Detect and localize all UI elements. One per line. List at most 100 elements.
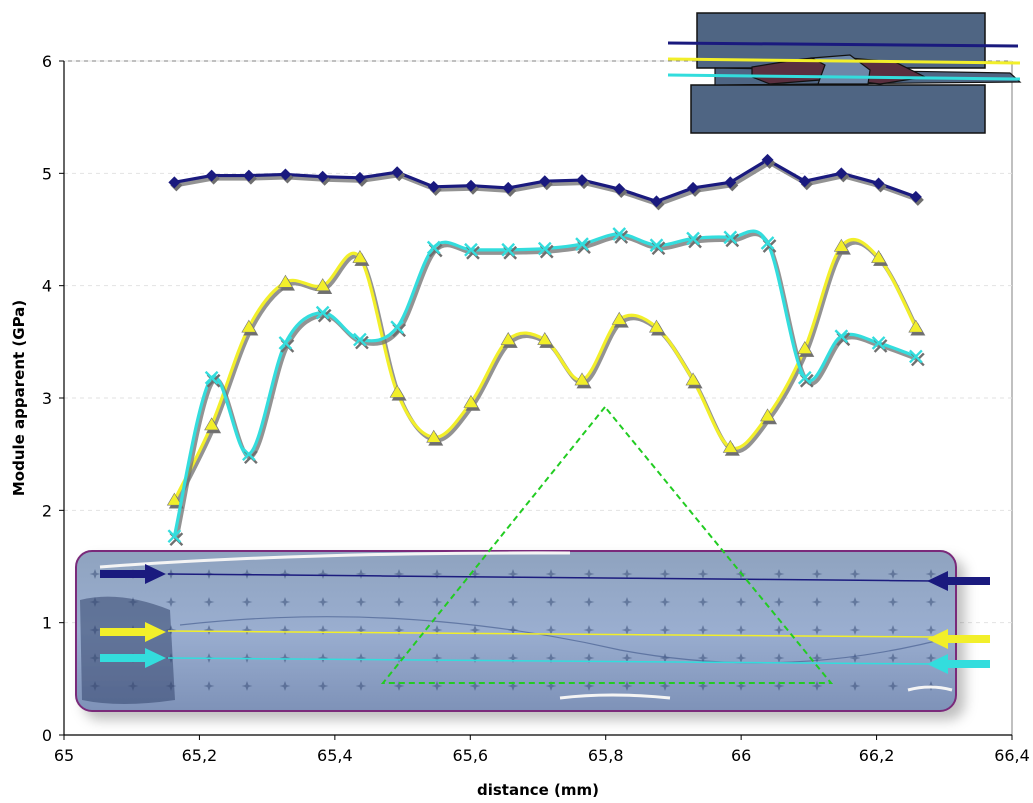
series-2-point-6	[390, 320, 405, 335]
y-tick-label-0: 0	[42, 726, 52, 745]
arrow-navy-right	[927, 571, 990, 591]
series-2-point-5	[353, 332, 367, 347]
series-1-point-16	[760, 408, 776, 422]
series-1-point-1	[204, 417, 220, 431]
series-1-point-2	[241, 319, 257, 333]
photo-crack-3	[907, 685, 953, 692]
series-0-point-20	[909, 190, 922, 203]
series-2-point-9	[501, 242, 516, 257]
series-2-point-15	[723, 230, 738, 245]
schematic-bottom-plate	[690, 84, 986, 134]
series-0-point-17	[798, 175, 811, 188]
y-axis-label: Module apparent (GPa)	[10, 300, 28, 496]
series-1-point-14	[685, 372, 701, 386]
series-0-point-15	[724, 176, 737, 189]
arrow-yellow-left	[100, 622, 166, 642]
series-0-point-18	[835, 167, 848, 180]
series-0-point-4	[316, 170, 329, 183]
photo-line-cyan	[167, 657, 936, 665]
x-tick-label-6: 66,2	[859, 746, 895, 765]
series-2-point-16	[760, 236, 775, 250]
series-0-point-1	[205, 169, 218, 182]
arrow-navy-left	[100, 564, 166, 584]
series-1-point-15	[722, 439, 738, 453]
specimen-schematic	[667, 12, 1022, 134]
x-tick-label-0: 65	[54, 746, 74, 765]
x-tick-label-4: 65,8	[588, 746, 624, 765]
series-2-point-4	[315, 305, 330, 320]
series-2-point-14	[686, 231, 700, 246]
series-1-point-0	[166, 492, 182, 506]
series-2-line	[172, 229, 917, 537]
series-2-point-11	[575, 237, 589, 251]
series-1-point-19	[871, 249, 887, 263]
series-0-point-9	[502, 181, 515, 194]
series-2	[167, 227, 925, 547]
series-2-point-19	[871, 336, 886, 350]
y-tick-label-6: 6	[42, 52, 52, 71]
photo-crack	[99, 551, 571, 569]
data-series	[166, 153, 926, 547]
series-1-point-20	[908, 319, 924, 333]
series-0-point-2	[242, 169, 255, 182]
series-0-point-11	[576, 174, 589, 187]
y-tick-label-3: 3	[42, 389, 52, 408]
series-0-point-8	[464, 179, 477, 192]
series-0-point-19	[872, 177, 885, 190]
series-1-point-7	[426, 429, 442, 443]
series-0	[168, 153, 924, 211]
series-1-point-9	[500, 331, 516, 345]
photo-dark-region-left	[80, 596, 175, 704]
series-0-point-12	[613, 183, 626, 196]
series-0-point-7	[427, 180, 440, 193]
series-1-point-13	[648, 319, 665, 333]
series-0-point-3	[279, 168, 292, 181]
series-2-point-10	[537, 241, 552, 256]
series-2-point-1	[204, 370, 219, 385]
schematic-line-navy	[667, 41, 1019, 48]
x-tick-label-2: 65,4	[317, 746, 353, 765]
series-1-point-4	[315, 278, 331, 291]
series-2-point-3	[278, 336, 293, 350]
axes	[59, 60, 1013, 740]
arrow-cyan-left	[100, 648, 166, 668]
photo-scan-pattern	[179, 616, 941, 664]
series-0-point-13	[650, 195, 663, 208]
series-1-point-18	[833, 238, 849, 252]
series-2-point-7	[426, 240, 441, 255]
series-2-point-0	[167, 529, 182, 544]
x-tick-label-5: 66	[731, 746, 751, 765]
series-2-point-20	[908, 349, 923, 364]
x-tick-label-7: 66,4	[994, 746, 1030, 765]
series-1-point-17	[797, 340, 813, 354]
series-1	[166, 238, 926, 509]
y-tick-label-5: 5	[42, 164, 52, 183]
series-1-point-12	[611, 311, 627, 325]
y-tick-label-4: 4	[42, 277, 52, 296]
series-1-point-3	[277, 274, 293, 288]
series-2-point-2	[242, 447, 256, 462]
series-1-point-6	[389, 384, 405, 398]
series-1-point-11	[574, 372, 590, 386]
triangle-guide	[380, 405, 834, 684]
schematic-line-yellow	[667, 57, 1021, 65]
series-0-point-5	[353, 171, 366, 184]
arrows	[100, 564, 990, 674]
photo-crack-2	[559, 693, 671, 700]
series-0-point-16	[761, 153, 774, 166]
y-tick-label-1: 1	[42, 614, 52, 633]
photo-line-navy	[167, 573, 936, 582]
series-2-point-12	[612, 227, 627, 241]
micrograph-photo	[75, 550, 957, 712]
series-1-point-5	[352, 249, 368, 263]
schematic-line-cyan	[667, 73, 1021, 81]
series-0-point-10	[538, 175, 551, 188]
arrow-cyan-right	[927, 654, 990, 674]
series-1-point-10	[537, 331, 553, 345]
arrow-yellow-right	[927, 629, 990, 649]
x-tick-label-1: 65,2	[182, 746, 218, 765]
x-tick-label-3: 65,6	[452, 746, 488, 765]
series-2-point-18	[834, 329, 849, 344]
series-1-point-8	[463, 394, 479, 408]
